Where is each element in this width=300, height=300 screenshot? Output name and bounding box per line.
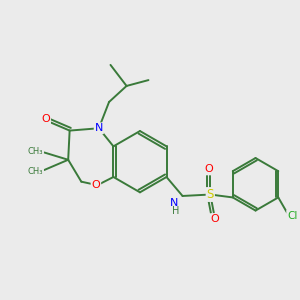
Text: N: N	[94, 123, 103, 133]
Text: CH₃: CH₃	[28, 146, 43, 155]
Text: Cl: Cl	[287, 211, 298, 220]
Text: N: N	[170, 198, 178, 208]
Text: S: S	[207, 188, 214, 201]
Text: O: O	[92, 180, 100, 190]
Text: O: O	[211, 214, 220, 224]
Text: H: H	[172, 206, 179, 216]
Text: O: O	[41, 114, 50, 124]
Text: CH₃: CH₃	[28, 167, 43, 176]
Text: O: O	[205, 164, 213, 174]
